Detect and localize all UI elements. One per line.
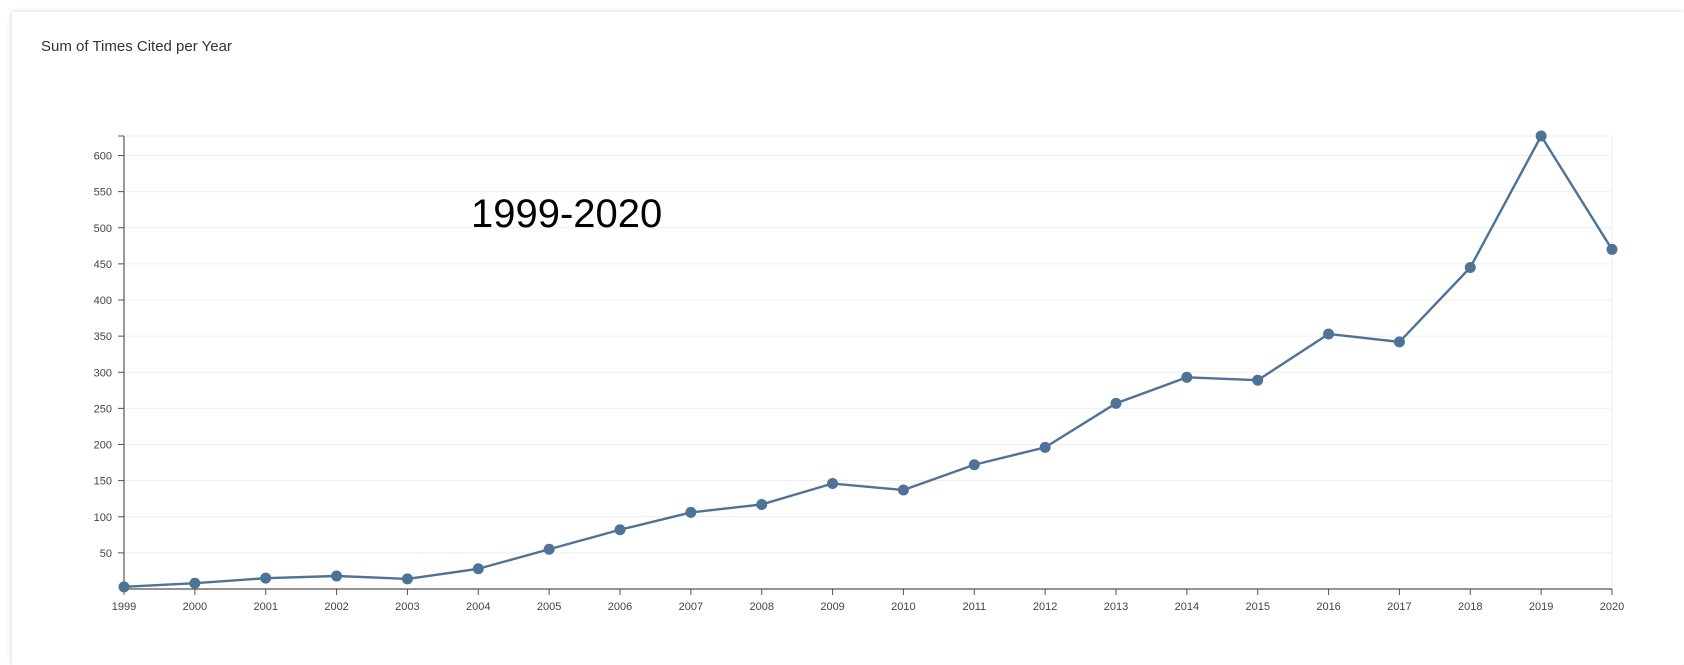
x-tick-label: 2004	[466, 601, 490, 613]
x-tick-label: 2012	[1033, 601, 1057, 613]
data-point[interactable]	[897, 484, 909, 496]
x-tick-label: 2008	[749, 601, 773, 613]
data-point[interactable]	[1606, 243, 1618, 255]
data-point[interactable]	[685, 506, 697, 518]
x-tick-label: 2007	[679, 601, 703, 613]
chart-card: Sum of Times Cited per Year	[12, 12, 1684, 665]
x-tick-label: 2005	[537, 601, 561, 613]
data-point[interactable]	[331, 570, 343, 582]
x-tick-label: 2006	[608, 601, 632, 613]
data-point[interactable]	[1181, 371, 1193, 383]
data-point[interactable]	[827, 478, 839, 490]
data-point[interactable]	[1535, 130, 1547, 142]
y-tick-label: 600	[94, 151, 112, 163]
y-tick-label: 50	[100, 548, 112, 560]
data-points	[118, 130, 1618, 593]
year-range-annotation: 1999-2020	[471, 192, 662, 236]
x-tick-label: 2000	[183, 601, 207, 613]
x-tick-label: 2014	[1175, 601, 1199, 613]
x-tick-label: 2015	[1245, 601, 1269, 613]
data-point[interactable]	[118, 581, 130, 593]
gridlines	[124, 135, 1613, 589]
x-tick-label: 2013	[1104, 601, 1128, 613]
x-tick-label: 2019	[1529, 601, 1553, 613]
y-tick-label: 450	[94, 259, 112, 271]
data-point[interactable]	[1393, 336, 1405, 348]
y-tick-label: 100	[94, 512, 112, 524]
x-tick-label: 2016	[1316, 601, 1340, 613]
x-tick-label: 2009	[820, 601, 844, 613]
data-point[interactable]	[1039, 441, 1051, 453]
data-point[interactable]	[1110, 397, 1122, 409]
data-point[interactable]	[260, 572, 272, 584]
y-tick-label: 350	[94, 331, 112, 343]
x-tick-label: 2001	[253, 601, 277, 613]
data-point[interactable]	[1323, 328, 1335, 340]
data-point[interactable]	[968, 459, 980, 471]
y-tick-label: 200	[94, 440, 112, 452]
y-tick-label: 500	[94, 223, 112, 235]
y-tick-label: 400	[94, 295, 112, 307]
data-point[interactable]	[614, 524, 626, 536]
series-line-layer	[123, 134, 1614, 589]
axes: 50 100 150 200 250 300 350 400 450 500 550 600 1999 2…	[94, 135, 1624, 613]
data-point[interactable]	[543, 543, 555, 555]
data-point[interactable]	[756, 498, 768, 510]
x-tick-label: 2011	[962, 601, 986, 613]
x-tick-label: 2020	[1600, 601, 1624, 613]
x-tick-label: 2003	[395, 601, 419, 613]
data-point[interactable]	[472, 563, 484, 575]
x-tick-label: 1999	[112, 601, 136, 613]
data-point[interactable]	[189, 577, 201, 589]
y-tick-label: 250	[94, 403, 112, 415]
x-tick-label: 2002	[324, 601, 348, 613]
chart-title: Sum of Times Cited per Year	[41, 38, 232, 55]
y-tick-label: 550	[94, 187, 112, 199]
x-tick-label: 2018	[1458, 601, 1482, 613]
data-point[interactable]	[1252, 374, 1264, 386]
x-tick-label: 2017	[1387, 601, 1411, 613]
data-point[interactable]	[401, 573, 413, 585]
x-tick-label: 2010	[891, 601, 915, 613]
y-tick-label: 300	[94, 367, 112, 379]
series-line	[123, 134, 1614, 589]
y-tick-label: 150	[94, 476, 112, 488]
data-point[interactable]	[1464, 261, 1476, 273]
